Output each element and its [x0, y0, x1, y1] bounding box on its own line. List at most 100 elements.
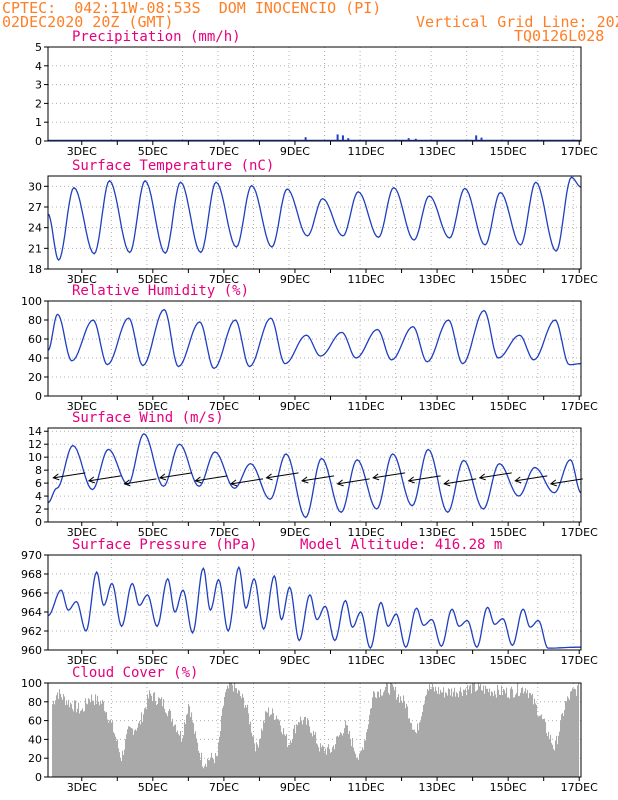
wind-vector-head [549, 479, 557, 487]
cloud-bar [537, 716, 539, 777]
cloud-bar [527, 689, 529, 777]
cloud-bar [338, 736, 340, 777]
precip-bar [341, 135, 344, 141]
cloud-bar [154, 692, 156, 777]
wind-vector-head [443, 479, 451, 487]
cloud-bar [359, 753, 361, 777]
cloud-bar [443, 687, 445, 777]
cloud-bar [220, 731, 222, 777]
cloud-bar [324, 752, 326, 777]
cloud-bar [242, 693, 244, 777]
cloud-bar [82, 708, 84, 777]
cloud-bar [67, 704, 69, 777]
cloud-bar [369, 715, 371, 777]
x-tick-label: 5DEC [138, 273, 168, 286]
cloud-bar [343, 733, 345, 777]
cloud-bar [180, 731, 182, 777]
cloud-bar [55, 700, 57, 777]
cloud-bar [118, 748, 120, 777]
cloud-bar [228, 688, 230, 777]
y-tick-label: 2 [35, 97, 42, 110]
cloud-bar [169, 709, 171, 777]
cloud-bar [555, 740, 557, 777]
cloud-bar [365, 740, 367, 777]
y-tick-label: 80 [28, 314, 42, 327]
cloud-bar [526, 693, 528, 777]
y-tick-label: 8 [35, 464, 42, 477]
cloud-bar [564, 709, 566, 777]
cloud-bar [451, 688, 453, 777]
cloud-bar [348, 734, 350, 777]
cloud-bar [307, 718, 309, 777]
y-tick-label: 0 [35, 516, 42, 529]
cloud-bar [396, 699, 398, 777]
cloud-bar [136, 730, 138, 777]
cloud-bar [222, 708, 224, 777]
cloud-bar [134, 730, 136, 777]
y-tick-label: 60 [28, 333, 42, 346]
y-tick-label: 962 [21, 625, 42, 638]
wind-vector [124, 478, 157, 485]
cloud-bar [269, 716, 271, 777]
cloud-bar [510, 688, 512, 777]
cloud-bar [484, 693, 486, 777]
cloud-bar [280, 725, 282, 777]
cloud-bar [335, 744, 337, 777]
cloud-bar [72, 709, 74, 777]
cloud-bar [308, 720, 310, 777]
cloud-bar [408, 718, 410, 777]
cloud-bar [465, 688, 467, 777]
cloud-bar [177, 730, 179, 777]
cloud-bar [212, 757, 214, 777]
cloud-bar [351, 746, 353, 777]
cloud-bar [361, 750, 363, 777]
cloud-bar [393, 686, 395, 777]
wind-vector [373, 472, 406, 479]
cloud-bar [256, 742, 258, 777]
cloud-bar [551, 743, 553, 777]
cloud-bar [276, 715, 278, 777]
cloud-bar [309, 726, 311, 777]
panel-title: Precipitation (mm/h) [72, 29, 241, 45]
cloud-bar [215, 752, 217, 777]
cloud-bar [332, 747, 334, 777]
cloud-bar [419, 722, 421, 777]
cloud-bar [410, 722, 412, 777]
cloud-bar [450, 695, 452, 777]
x-tick-label: 3DEC [67, 273, 97, 286]
x-tick-label: 15DEC [490, 654, 527, 667]
cloud-bar [299, 722, 301, 777]
cloud-bar [259, 739, 261, 777]
cloud-bar [529, 692, 531, 777]
panel-2: 0 20 40 60 80 100 3DEC 5DEC 7DEC 9DEC 11DEC 13DEC 15… [21, 283, 598, 413]
cloud-bar [81, 710, 83, 777]
cloud-bar [363, 749, 365, 777]
panel-title: Cloud Cover (%) [72, 665, 198, 681]
cloud-bar [213, 759, 215, 777]
y-tick-label: 21 [28, 242, 42, 255]
cloud-bar [404, 701, 406, 777]
cloud-bar [65, 705, 67, 777]
wind-vector-head [265, 473, 273, 481]
cloud-bar [544, 718, 546, 777]
cloud-bar [487, 688, 489, 777]
cloud-bar [402, 702, 404, 777]
cloud-bar [506, 687, 508, 777]
cloud-bar [380, 689, 382, 777]
cloud-bar [528, 698, 530, 777]
cloud-bar [371, 707, 373, 777]
cloud-bar [567, 696, 569, 777]
cloud-bar [534, 698, 536, 777]
cloud-bar [518, 696, 520, 777]
y-tick-label: 4 [35, 60, 42, 73]
cloud-bar [474, 683, 476, 777]
cloud-bar [507, 697, 509, 777]
cloud-bar [115, 736, 117, 777]
cloud-bar [208, 760, 210, 777]
cloud-bar [282, 734, 284, 777]
cloud-bar [105, 712, 107, 777]
x-tick-label: 13DEC [419, 654, 456, 667]
panel-title: Surface Pressure (hPa) [72, 537, 257, 553]
cloud-bar [120, 758, 122, 777]
cloud-bar [461, 692, 463, 777]
